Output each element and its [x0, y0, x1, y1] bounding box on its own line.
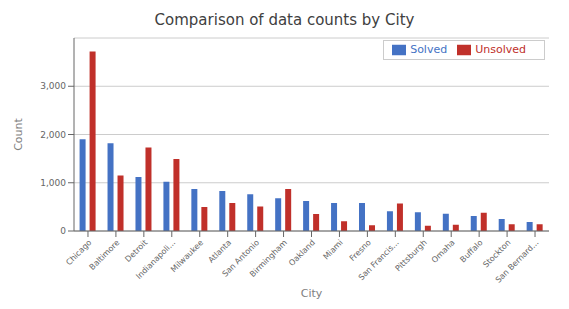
svg-text:Milwaukee: Milwaukee [169, 238, 205, 274]
svg-text:San Francis...: San Francis... [357, 238, 401, 282]
svg-text:Baltimore: Baltimore [88, 238, 122, 272]
svg-text:Atlanta: Atlanta [206, 238, 233, 265]
svg-text:Stockton: Stockton [481, 238, 513, 270]
svg-text:2,000: 2,000 [40, 130, 66, 140]
html-text:Unsolved: Unsolved [475, 43, 526, 56]
svg-text:0: 0 [60, 226, 66, 236]
svg-text:Indianapoli...: Indianapoli... [134, 238, 177, 281]
svg-text:Buffalo: Buffalo [458, 238, 484, 264]
svg-text:Pittsburgh: Pittsburgh [394, 238, 429, 273]
svg-text:Count: Count [12, 117, 25, 150]
html-text:Solved: Solved [410, 43, 448, 56]
svg-text:Miami: Miami [322, 238, 345, 261]
svg-text:Fresno: Fresno [348, 238, 373, 263]
svg-text:3,000: 3,000 [40, 81, 66, 91]
html-text:Comparison of data counts by C: Comparison of data counts by City [154, 11, 415, 29]
svg-text:Oakland: Oakland [287, 238, 317, 268]
svg-text:Birmingham: Birmingham [248, 238, 289, 279]
svg-text:San Bernard...: San Bernard... [494, 238, 541, 285]
svg-text:Omaha: Omaha [430, 238, 457, 265]
svg-text:Chicago: Chicago [64, 238, 94, 268]
svg-text:City: City [301, 287, 323, 300]
svg-text:1,000: 1,000 [40, 178, 66, 188]
svg-text:San Antonio: San Antonio [220, 238, 261, 279]
svg-text:Detroit: Detroit [123, 238, 149, 264]
